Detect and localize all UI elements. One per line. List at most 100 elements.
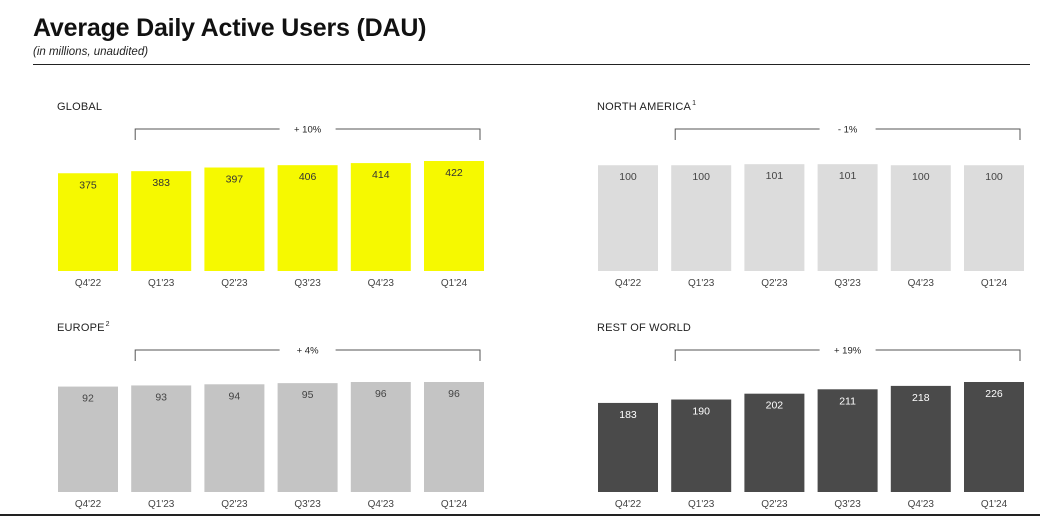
growth-bracket-left bbox=[674, 128, 820, 140]
growth-label: - 1% bbox=[838, 125, 858, 136]
bar-value-label: 406 bbox=[299, 171, 317, 183]
bar-chart-rest-of-world: 183 Q4'22 190 Q1'23 202 Q2'23 211 Q3'23 218 Q4'23… bbox=[598, 346, 1024, 510]
bar bbox=[890, 165, 951, 271]
bar-chart-north-america: 100 Q4'22 100 Q1'23 101 Q2'23 101 Q3'23 100 Q4'23… bbox=[598, 125, 1024, 289]
bar-value-label: 100 bbox=[912, 171, 930, 183]
x-tick-label: Q4'22 bbox=[615, 278, 642, 289]
panel-title-text: GLOBAL bbox=[57, 101, 103, 113]
bar bbox=[350, 163, 411, 271]
bar-value-label: 101 bbox=[766, 170, 784, 182]
chart-panel-north-america: NORTH AMERICA1 100 Q4'22 100 Q1'23 101 Q2'23 1… bbox=[597, 100, 1037, 310]
growth-label: + 10% bbox=[294, 125, 322, 136]
bar bbox=[964, 382, 1024, 492]
x-tick-label: Q4'23 bbox=[908, 278, 935, 289]
x-tick-label: Q1'23 bbox=[688, 278, 715, 289]
bar-value-label: 211 bbox=[839, 395, 856, 407]
chart-panel-global: GLOBAL 375 Q4'22 383 Q1'23 397 Q2'23 406 Q3'23 4… bbox=[57, 100, 497, 310]
chart-panel-rest-of-world: REST OF WORLD 183 Q4'22 190 Q1'23 202 Q2'23 21… bbox=[597, 321, 1037, 531]
x-tick-label: Q2'23 bbox=[761, 278, 788, 289]
x-tick-label: Q1'24 bbox=[441, 278, 468, 289]
x-tick-label: Q1'23 bbox=[688, 499, 715, 510]
bar-value-label: 422 bbox=[445, 167, 463, 179]
bar-chart-global: 375 Q4'22 383 Q1'23 397 Q2'23 406 Q3'23 414 Q4'23… bbox=[58, 125, 484, 289]
x-tick-label: Q2'23 bbox=[221, 499, 248, 510]
x-tick-label: Q3'23 bbox=[294, 499, 321, 510]
bar bbox=[204, 167, 265, 271]
bar-value-label: 100 bbox=[985, 171, 1003, 183]
x-tick-label: Q1'24 bbox=[981, 278, 1008, 289]
growth-bracket-right bbox=[335, 349, 481, 361]
bar bbox=[964, 165, 1024, 271]
bar-value-label: 92 bbox=[82, 393, 94, 405]
bar-value-label: 375 bbox=[79, 179, 97, 191]
growth-bracket-right bbox=[875, 128, 1021, 140]
x-tick-label: Q1'24 bbox=[441, 499, 468, 510]
bar bbox=[277, 165, 338, 271]
growth-label: + 19% bbox=[834, 346, 862, 357]
x-tick-label: Q2'23 bbox=[221, 278, 248, 289]
x-tick-label: Q3'23 bbox=[294, 278, 321, 289]
x-tick-label: Q4'22 bbox=[75, 499, 102, 510]
bar-value-label: 383 bbox=[152, 177, 170, 189]
bar bbox=[204, 384, 265, 492]
growth-bracket-right bbox=[335, 128, 481, 140]
x-tick-label: Q4'22 bbox=[615, 499, 642, 510]
bar-value-label: 183 bbox=[619, 409, 637, 421]
x-tick-label: Q2'23 bbox=[761, 499, 788, 510]
bar bbox=[58, 386, 118, 492]
bar bbox=[671, 165, 732, 271]
bar bbox=[671, 399, 732, 492]
x-tick-label: Q1'24 bbox=[981, 499, 1008, 510]
panel-title: REST OF WORLD bbox=[597, 321, 692, 334]
growth-label: + 4% bbox=[297, 346, 319, 357]
chart-panel-europe: EUROPE2 92 Q4'22 93 Q1'23 94 Q2'23 95 Q3'23 96 Q4… bbox=[57, 321, 497, 531]
bar-value-label: 94 bbox=[229, 390, 241, 402]
bar-value-label: 96 bbox=[375, 388, 387, 400]
growth-bracket-left bbox=[674, 349, 820, 361]
panel-title-text: NORTH AMERICA bbox=[597, 101, 692, 113]
bar bbox=[350, 382, 411, 492]
bar bbox=[424, 382, 484, 492]
bar-value-label: 100 bbox=[692, 171, 710, 183]
bar-value-label: 226 bbox=[985, 388, 1003, 400]
growth-bracket-left bbox=[134, 349, 280, 361]
x-tick-label: Q1'23 bbox=[148, 278, 175, 289]
page-title: Average Daily Active Users (DAU) bbox=[33, 14, 427, 42]
panel-title: NORTH AMERICA1 bbox=[597, 100, 696, 113]
bar-value-label: 96 bbox=[448, 388, 460, 400]
panel-title: EUROPE2 bbox=[57, 321, 110, 334]
bar-value-label: 414 bbox=[372, 169, 390, 181]
growth-bracket-left bbox=[134, 128, 280, 140]
x-tick-label: Q1'23 bbox=[148, 499, 175, 510]
bar bbox=[598, 165, 658, 271]
panel-title: GLOBAL bbox=[57, 100, 103, 113]
bar bbox=[890, 385, 951, 492]
bar bbox=[131, 385, 192, 492]
x-tick-label: Q4'23 bbox=[368, 278, 395, 289]
header-divider bbox=[33, 64, 1030, 65]
bar-value-label: 397 bbox=[226, 174, 244, 186]
x-tick-label: Q4'22 bbox=[75, 278, 102, 289]
bar bbox=[424, 161, 484, 271]
bar-chart-europe: 92 Q4'22 93 Q1'23 94 Q2'23 95 Q3'23 96 Q4'23 96 Q1'… bbox=[58, 346, 484, 510]
x-tick-label: Q3'23 bbox=[834, 499, 861, 510]
bar bbox=[744, 164, 805, 271]
bar bbox=[131, 171, 192, 271]
footnote-marker: 1 bbox=[692, 100, 697, 107]
bar bbox=[58, 173, 118, 271]
panel-title-text: REST OF WORLD bbox=[597, 322, 692, 334]
bar bbox=[817, 389, 878, 492]
x-tick-label: Q4'23 bbox=[908, 499, 935, 510]
x-tick-label: Q4'23 bbox=[368, 499, 395, 510]
bar-value-label: 218 bbox=[912, 392, 930, 404]
bar bbox=[817, 164, 878, 271]
bar-value-label: 100 bbox=[619, 171, 637, 183]
bar-value-label: 190 bbox=[692, 406, 710, 418]
x-tick-label: Q3'23 bbox=[834, 278, 861, 289]
bar-value-label: 95 bbox=[302, 389, 314, 401]
bar bbox=[598, 402, 658, 492]
bar-value-label: 101 bbox=[839, 170, 857, 182]
footnote-marker: 2 bbox=[105, 321, 110, 328]
bar-value-label: 202 bbox=[766, 400, 784, 412]
panel-title-text: EUROPE bbox=[57, 322, 105, 334]
